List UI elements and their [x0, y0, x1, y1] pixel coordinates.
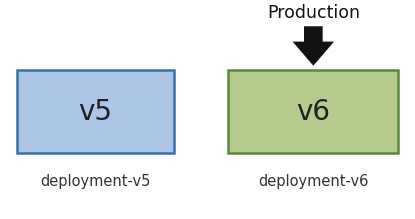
Bar — [17, 70, 174, 153]
Text: deployment-v6: deployment-v6 — [258, 174, 369, 189]
Text: deployment-v5: deployment-v5 — [40, 174, 151, 189]
FancyArrow shape — [293, 26, 334, 66]
Text: Production: Production — [267, 4, 360, 22]
Text: v5: v5 — [78, 98, 112, 126]
Bar — [228, 70, 398, 153]
Text: v6: v6 — [296, 98, 330, 126]
